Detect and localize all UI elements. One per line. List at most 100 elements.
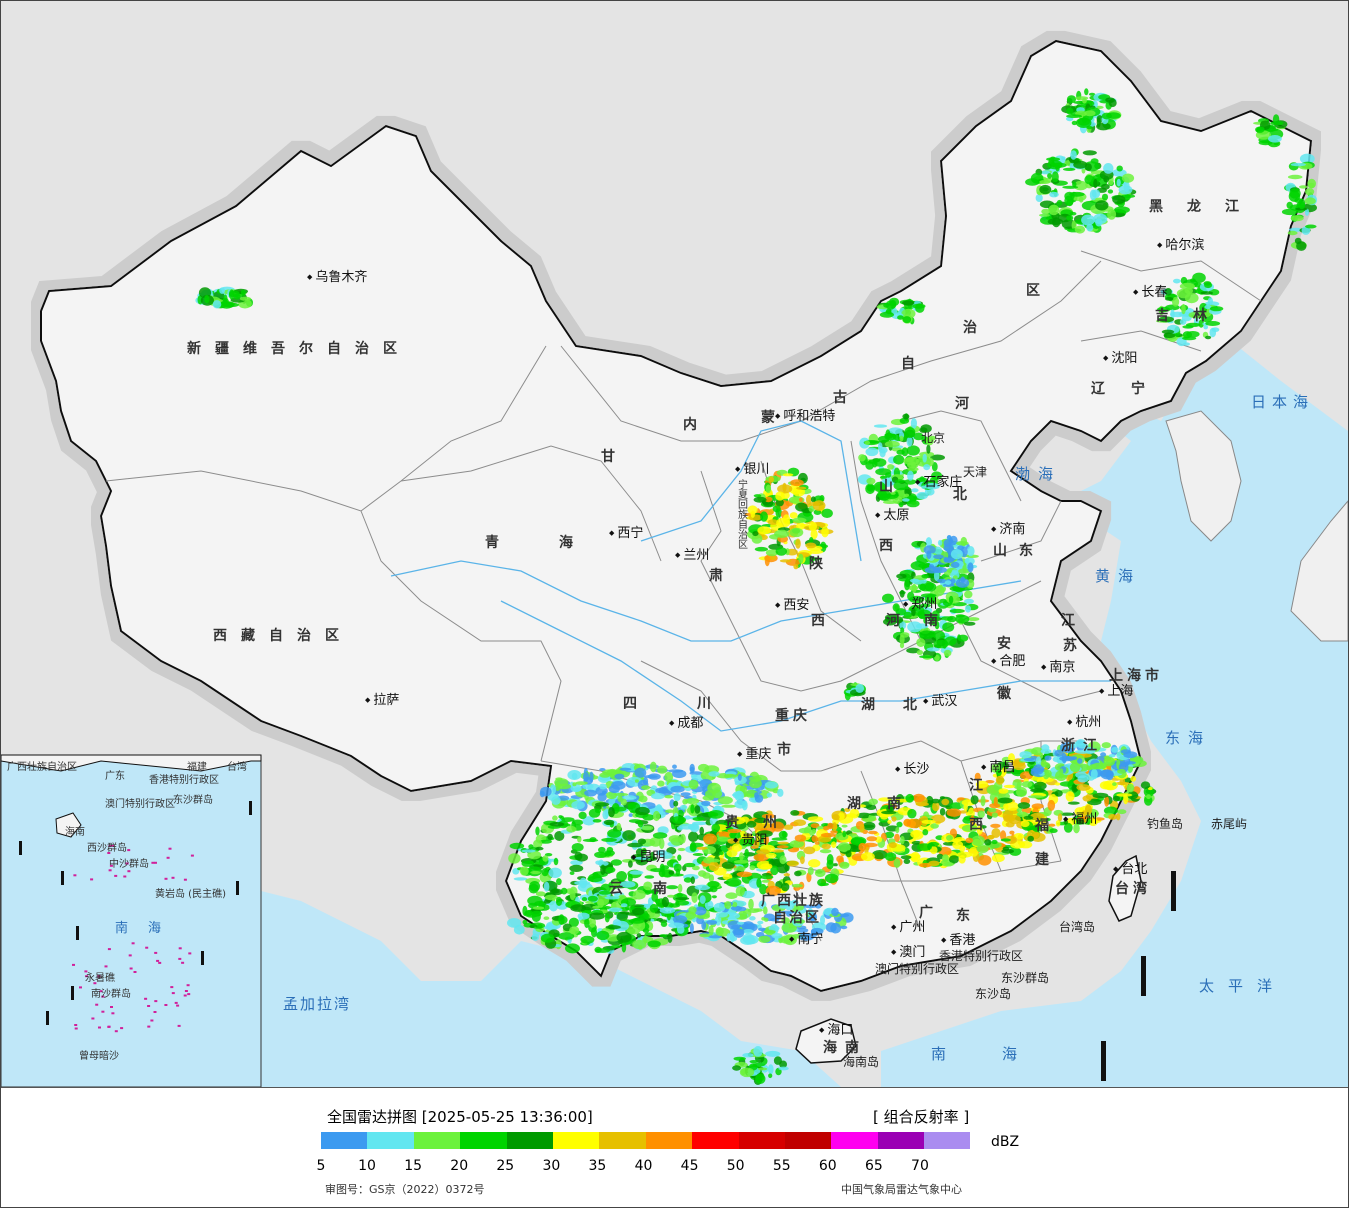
echo-cell xyxy=(873,424,888,428)
legend-tick-label: 30 xyxy=(542,1158,561,1174)
echo-cell xyxy=(903,858,911,865)
echo-cell xyxy=(916,638,926,647)
echo-cell xyxy=(584,789,597,797)
echo-cell xyxy=(691,892,698,903)
echo-cell xyxy=(754,792,759,799)
echo-cell xyxy=(798,827,812,834)
inset-label-huangyan: 黄岩岛 (民主礁) xyxy=(155,889,226,900)
echo-cell xyxy=(886,805,895,813)
city-chongqing: 重庆 xyxy=(737,748,771,761)
echo-cell xyxy=(1077,758,1083,764)
echo-cell xyxy=(833,863,838,867)
echo-cell xyxy=(566,825,577,833)
legend-swatch xyxy=(599,1132,646,1149)
echo-cell xyxy=(904,493,910,497)
echo-cell xyxy=(844,808,851,812)
echo-cell xyxy=(757,526,771,535)
city-shijiazhuang: 石家庄 xyxy=(915,476,962,489)
echo-cell xyxy=(975,780,989,789)
inset-island-dot xyxy=(79,986,82,989)
label-shaanxi-1: 陕 xyxy=(809,556,837,572)
inset-label-hk: 香港特别行政区 xyxy=(149,775,219,786)
echo-cell xyxy=(906,818,922,829)
echo-cell xyxy=(832,822,837,832)
label-taiwan: 台湾 xyxy=(1115,881,1151,897)
echo-cell xyxy=(1017,802,1031,809)
echo-cell xyxy=(672,764,677,769)
echo-cell xyxy=(616,871,627,882)
echo-cell xyxy=(743,935,759,945)
echo-cell xyxy=(724,901,732,910)
echo-cell xyxy=(903,456,919,466)
echo-cell xyxy=(884,831,895,839)
echo-cell xyxy=(1075,740,1086,746)
city-xian: 西安 xyxy=(775,599,809,612)
echo-cell xyxy=(826,854,834,865)
city-lanzhou: 兰州 xyxy=(675,549,709,562)
echo-cell xyxy=(779,559,792,563)
label-anhui-2: 徽 xyxy=(997,686,1025,702)
echo-cell xyxy=(1066,215,1074,221)
echo-cell xyxy=(699,826,704,836)
echo-cell xyxy=(765,484,772,494)
echo-cell xyxy=(774,529,790,539)
echo-cell xyxy=(582,816,596,826)
echo-cell xyxy=(614,792,629,797)
legend-swatch xyxy=(321,1132,368,1149)
echo-cell xyxy=(758,927,766,932)
legend-tick-label: 25 xyxy=(496,1158,515,1174)
echo-cell xyxy=(605,925,621,930)
echo-cell xyxy=(571,800,585,810)
echo-cell xyxy=(736,871,753,878)
echo-cell xyxy=(577,912,590,920)
echo-cell xyxy=(821,508,833,518)
echo-cell xyxy=(849,808,860,819)
echo-cell xyxy=(814,868,826,878)
echo-cell xyxy=(634,767,647,778)
echo-cell xyxy=(958,855,966,864)
echo-cell xyxy=(931,610,940,620)
echo-cell xyxy=(610,859,623,866)
inset-island-dot xyxy=(111,1012,115,1015)
echo-cell xyxy=(687,824,699,831)
label-hunan-2: 南 xyxy=(887,796,915,812)
echo-cell xyxy=(1069,762,1081,773)
echo-cell xyxy=(866,804,877,810)
echo-cell xyxy=(535,891,546,897)
echo-cell xyxy=(739,785,748,793)
echo-cell xyxy=(906,499,920,508)
city-macau: 澳门 xyxy=(891,946,925,959)
echo-cell xyxy=(976,825,983,835)
label-yunnan: 云南 xyxy=(609,881,697,897)
echo-cell xyxy=(540,933,555,943)
echo-cell xyxy=(660,865,670,870)
echo-cell xyxy=(1112,795,1120,802)
echo-cell xyxy=(746,820,757,828)
inset-island-dot xyxy=(177,1024,181,1027)
echo-cell xyxy=(1104,795,1109,807)
color-scale-bar xyxy=(321,1132,971,1149)
echo-cell xyxy=(851,849,861,853)
echo-cell xyxy=(535,826,540,836)
echo-cell xyxy=(748,898,754,910)
echo-cell xyxy=(911,583,917,593)
echo-cell xyxy=(1091,762,1107,770)
echo-cell xyxy=(1096,117,1101,128)
echo-cell xyxy=(831,814,840,821)
inset-island-dot xyxy=(168,847,172,850)
echo-cell xyxy=(610,944,622,949)
inset-island-dot xyxy=(101,1010,105,1013)
echo-cell xyxy=(711,895,717,899)
echo-cell xyxy=(998,788,1009,794)
echo-cell xyxy=(641,785,651,790)
echo-cell xyxy=(578,811,587,820)
inset-island-dot xyxy=(107,852,111,854)
echo-cell xyxy=(708,861,720,872)
city-kunming: 昆明 xyxy=(631,851,665,864)
echo-cell xyxy=(769,508,774,514)
echo-cell xyxy=(689,923,694,934)
echo-cell xyxy=(1116,165,1123,172)
echo-cell xyxy=(984,839,992,846)
echo-cell xyxy=(962,563,967,574)
echo-cell xyxy=(1084,746,1096,755)
